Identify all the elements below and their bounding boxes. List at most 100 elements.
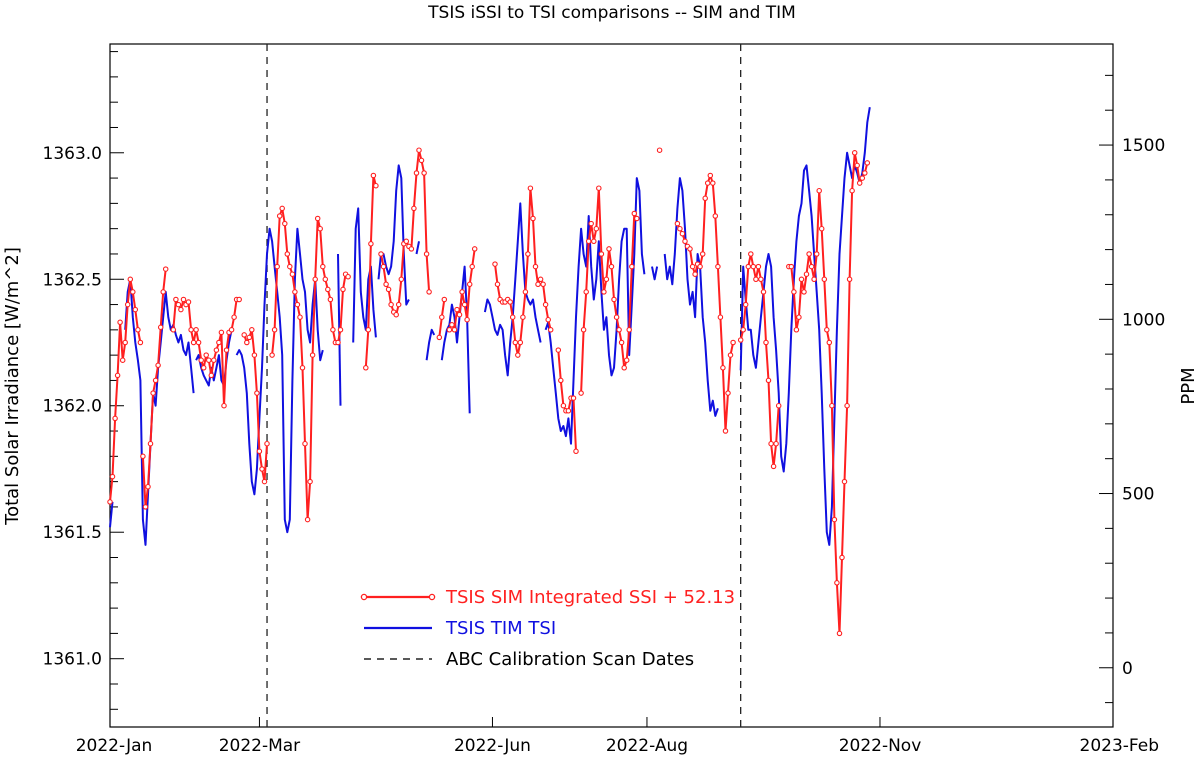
sim-data-point xyxy=(522,289,529,295)
sim-data-point xyxy=(456,311,463,318)
x-tick-label: 2022-Jan xyxy=(76,736,153,756)
sim-data-point xyxy=(699,251,706,257)
sim-data-point xyxy=(796,314,802,320)
sim-data-point xyxy=(722,428,729,434)
sim-data-point xyxy=(193,327,199,333)
sim-data-point xyxy=(337,327,344,333)
sim-data-point xyxy=(132,306,139,313)
plot-area: 1361.0 1361.5 1362.0 1362.5 1363.0 0 500 1000 15… xyxy=(43,43,1165,756)
sim-data-point xyxy=(446,327,453,333)
sim-data-point xyxy=(122,339,128,346)
sim-data-point xyxy=(416,147,422,153)
sim-data-point xyxy=(844,402,850,409)
sim-data-point xyxy=(573,448,579,455)
sim-data-point xyxy=(613,314,620,320)
tim-series-line xyxy=(440,265,471,414)
tim-series-line xyxy=(544,177,646,445)
sim-data-point xyxy=(596,185,602,191)
sim-data-point xyxy=(758,276,764,283)
sim-data-point xyxy=(216,339,222,346)
sim-data-point xyxy=(742,301,749,308)
sim-data-point xyxy=(839,554,845,561)
sim-data-point xyxy=(542,301,549,308)
x-tick-label: 2023-Feb xyxy=(1080,736,1160,756)
sim-data-point xyxy=(689,263,696,270)
sim-data-point xyxy=(585,238,592,245)
tim-series-line xyxy=(483,202,542,377)
sim-data-point xyxy=(555,347,562,353)
sim-data-point xyxy=(770,463,777,470)
sim-data-point xyxy=(520,314,526,320)
sim-data-point xyxy=(720,365,726,371)
sim-data-point xyxy=(365,327,372,333)
sim-data-point xyxy=(849,187,855,194)
sim-data-point xyxy=(185,299,192,305)
sim-data-point xyxy=(388,301,394,308)
sim-data-point xyxy=(309,352,316,358)
sim-data-point xyxy=(806,251,812,257)
y-tick-label: 1363.0 xyxy=(43,144,102,164)
tim-series-line xyxy=(415,241,420,255)
y-axis-label: Total Solar Irradiance [W/m^2] xyxy=(2,247,23,526)
tim-series-line xyxy=(235,227,324,534)
y2-tick-label: 1500 xyxy=(1122,136,1165,156)
sim-data-point xyxy=(593,225,600,232)
sim-data-point xyxy=(200,365,207,371)
sim-data-point xyxy=(274,263,280,270)
sim-data-point xyxy=(271,327,278,333)
sim-data-point xyxy=(565,408,572,414)
sim-data-point xyxy=(383,281,389,288)
sim-data-point xyxy=(540,281,546,288)
sim-data-point xyxy=(436,334,443,341)
sim-data-point xyxy=(730,339,736,346)
sim-data-point xyxy=(190,339,197,346)
sim-data-point xyxy=(117,319,123,326)
tim-series-line xyxy=(739,107,871,546)
sim-data-point xyxy=(208,372,215,379)
sim-data-point xyxy=(279,205,285,212)
sim-series-line xyxy=(676,174,735,432)
sim-data-point xyxy=(259,466,265,472)
sim-data-point xyxy=(441,296,448,303)
sim-data-point xyxy=(284,251,291,257)
sim-data-point xyxy=(469,263,475,270)
sim-data-point xyxy=(307,478,313,485)
y-tick-label: 1361.0 xyxy=(43,650,102,670)
sim-data-point xyxy=(127,276,134,283)
sim-data-point xyxy=(261,478,268,485)
sim-data-point xyxy=(537,276,544,283)
sim-data-point xyxy=(773,440,779,447)
sim-data-point xyxy=(862,170,868,176)
sim-data-point xyxy=(223,347,230,353)
sim-data-point xyxy=(760,289,767,295)
y-tick-label: 1362.0 xyxy=(43,397,102,417)
sim-data-point xyxy=(206,357,212,363)
sim-data-point xyxy=(426,289,432,295)
sim-data-point xyxy=(634,215,640,222)
sim-data-point xyxy=(755,263,762,270)
sim-data-point xyxy=(403,238,410,245)
sim-data-point xyxy=(623,357,630,363)
sim-data-point xyxy=(380,263,387,270)
sim-data-point xyxy=(180,296,187,303)
sim-data-point xyxy=(459,289,465,295)
sim-data-point xyxy=(697,263,703,270)
sim-data-point xyxy=(152,377,159,384)
sim-data-point xyxy=(580,327,587,333)
sim-data-point xyxy=(859,175,866,181)
sim-data-point xyxy=(244,339,250,346)
sim-data-point xyxy=(251,352,258,358)
sim-data-point xyxy=(674,220,681,227)
sim-data-point xyxy=(124,301,131,308)
sim-data-point xyxy=(393,311,399,318)
sim-series-line xyxy=(739,253,780,468)
sim-data-point xyxy=(231,314,237,320)
sim-data-point xyxy=(304,516,311,523)
sim-data-point xyxy=(626,327,632,333)
sim-data-point xyxy=(836,630,843,637)
sim-series-line xyxy=(243,328,268,483)
sim-data-point xyxy=(606,246,612,252)
sim-data-point xyxy=(831,516,838,523)
